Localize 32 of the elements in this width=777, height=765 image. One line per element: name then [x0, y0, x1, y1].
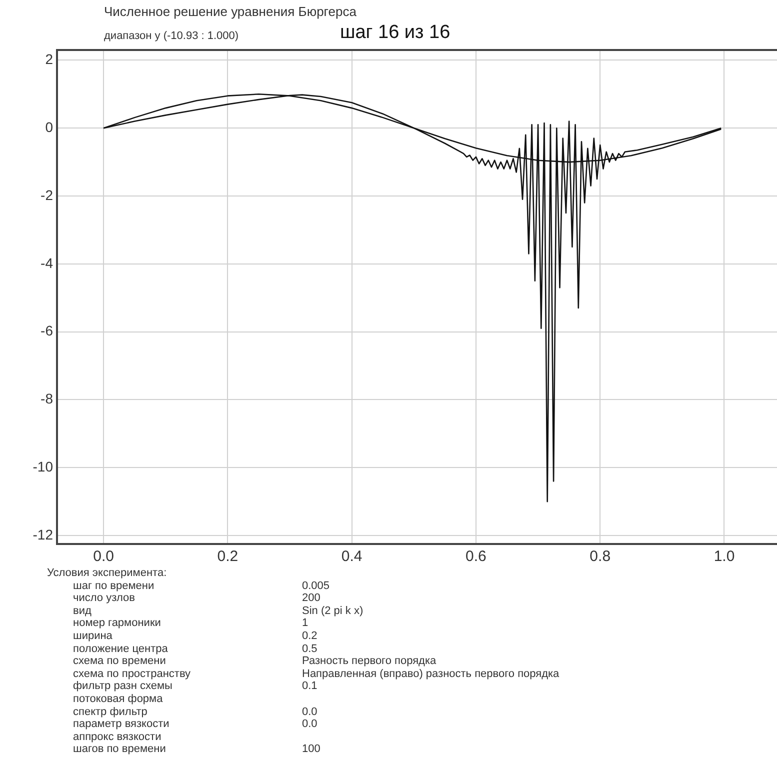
y-tick-label: -8 [40, 390, 54, 407]
y-tick-label: -2 [40, 186, 54, 203]
x-tick-label: 0.6 [466, 548, 486, 566]
x-tick-label: 0.4 [341, 548, 362, 566]
y-tick-label: -4 [40, 254, 54, 271]
x-tick-label: 1.0 [714, 548, 735, 566]
text: вид Sin (2 pi k x) [73, 604, 364, 617]
text: схема по времени Разность первого порядка [73, 655, 436, 668]
y-tick-label: -10 [32, 458, 54, 474]
text: диапазон у (-10.93 : 1.000) [104, 30, 239, 42]
x-tick-label: 0.8 [590, 548, 611, 566]
text: фильтр разн схемы 0.1 [73, 680, 318, 692]
x-tick-label: 0.0 [93, 548, 114, 566]
y-tick-label: 2 [45, 51, 54, 68]
text: ширина 0.2 [73, 630, 318, 642]
text: спектр фильтр 0.0 [73, 706, 318, 718]
text: шагов по времени 100 [73, 743, 320, 756]
text: положение центра 0.5 [73, 642, 318, 655]
x-tick-label: 0.2 [217, 548, 238, 566]
text: схема по пространству Направленная (вправо) разность первого порядка [73, 668, 560, 680]
chart-subtitle: шаг 16 из 16 [340, 22, 450, 44]
text: потоковая форма [72, 692, 164, 706]
text: Условия эксперимента: [47, 567, 168, 580]
text: номер гармоники 1 [73, 617, 308, 630]
text: шаг по времени 0.005 [73, 580, 330, 592]
y-tick-label: -12 [32, 526, 54, 542]
chart-title: Численное решение уравнения Бюргерса [104, 4, 356, 19]
y-tick-label: 0 [45, 118, 54, 135]
text: аппрокс вязкости [72, 730, 162, 744]
text: параметр вязкости 0.0 [73, 718, 318, 730]
text: число узлов 200 [73, 592, 320, 604]
y-tick-label: -6 [40, 322, 54, 339]
